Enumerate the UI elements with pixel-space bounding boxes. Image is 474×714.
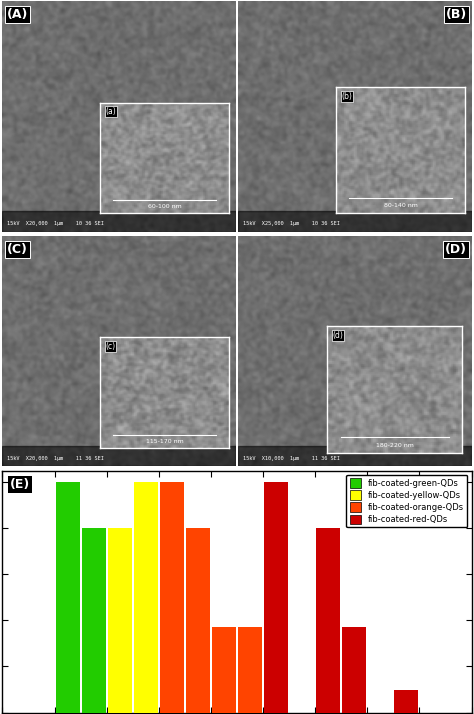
Bar	[212, 628, 236, 713]
Bar	[238, 446, 472, 466]
Bar	[160, 690, 184, 713]
Bar	[108, 528, 132, 713]
Text: (C): (C)	[7, 243, 28, 256]
Text: 15kV  X10,000  1μm    11 36 SEI: 15kV X10,000 1μm 11 36 SEI	[243, 456, 340, 461]
Text: (E): (E)	[9, 478, 30, 491]
Bar	[82, 528, 106, 713]
Bar	[2, 211, 236, 232]
Text: (B): (B)	[446, 9, 467, 21]
Bar	[264, 690, 288, 713]
Bar	[238, 628, 262, 713]
Bar	[264, 482, 288, 713]
Legend: fib-coated-green-QDs, fib-coated-yellow-QDs, fib-coated-orange-QDs, fib-coated-r: fib-coated-green-QDs, fib-coated-yellow-…	[346, 475, 467, 528]
Text: (D): (D)	[445, 243, 467, 256]
Bar	[2, 446, 236, 466]
Text: 15kV  X20,000  1μm    10 36 SEI: 15kV X20,000 1μm 10 36 SEI	[7, 221, 104, 226]
Bar	[342, 628, 366, 713]
Text: 15kV  X25,000  1μm    10 36 SEI: 15kV X25,000 1μm 10 36 SEI	[243, 221, 340, 226]
Bar	[238, 211, 472, 232]
Bar	[316, 528, 340, 713]
Bar	[394, 690, 419, 713]
Bar	[186, 528, 210, 713]
Text: (A): (A)	[7, 9, 28, 21]
Text: 15kV  X20,000  1μm    11 36 SEI: 15kV X20,000 1μm 11 36 SEI	[7, 456, 104, 461]
Bar	[134, 482, 158, 713]
Bar	[55, 482, 80, 713]
Bar	[160, 482, 184, 713]
